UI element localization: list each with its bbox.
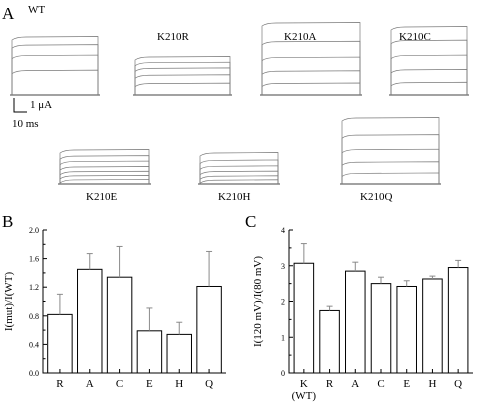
category-label: A	[86, 378, 94, 390]
category-label: A	[351, 378, 359, 390]
bar-c	[106, 276, 133, 374]
category-label: C	[377, 378, 384, 390]
current-trace	[390, 39, 468, 95]
scale-bar-current-label: 1 μA	[30, 99, 52, 111]
y-tick-label: 0.8	[29, 312, 39, 321]
current-trace	[11, 36, 99, 95]
trace-family-k210q: K210Q	[340, 117, 441, 203]
trace-label: K210C	[399, 31, 431, 43]
current-trace	[11, 54, 99, 95]
current-traces-group: WT K210R K210A K210C K210E K210H K210Q	[10, 4, 469, 203]
current-trace	[59, 170, 150, 184]
trace-family-k210h: K210H	[198, 152, 280, 203]
current-trace	[261, 40, 361, 95]
category-label: C	[116, 378, 123, 390]
y-tick-label: 0.0	[29, 369, 39, 378]
current-trace	[11, 69, 99, 95]
bar-k	[293, 262, 315, 374]
current-trace	[261, 56, 361, 95]
trace-label: K210Q	[360, 191, 392, 203]
current-trace	[199, 170, 279, 184]
bar-e	[396, 285, 417, 374]
scale-bar-lines	[13, 98, 27, 113]
bar-r	[319, 309, 340, 374]
trace-family-k210e: K210E	[58, 149, 151, 203]
bar-a	[345, 270, 366, 374]
bar-r	[47, 313, 73, 374]
category-label: Q	[454, 378, 462, 390]
y-tick-label: 1	[281, 333, 285, 342]
current-trace	[134, 61, 231, 95]
category-label: E	[146, 378, 153, 390]
current-trace	[199, 152, 279, 184]
category-label: R	[326, 378, 334, 390]
bar-c	[370, 283, 392, 374]
current-trace	[341, 134, 440, 184]
current-trace	[341, 172, 440, 184]
y-axis-label: I(120 mV)/I(80 mV)	[252, 256, 264, 347]
current-trace	[59, 149, 150, 184]
y-tick-label: 0.4	[29, 340, 39, 349]
current-trace	[390, 54, 468, 95]
trace-label: K210H	[218, 191, 250, 203]
current-trace	[134, 82, 231, 95]
y-tick-label: 1.6	[29, 255, 39, 264]
trace-label: K210R	[157, 31, 189, 43]
y-tick-label: 4	[281, 226, 285, 235]
current-trace	[134, 67, 231, 95]
panel-b-letter: B	[2, 212, 13, 231]
y-axis-label: I(mut)/I(WT)	[3, 272, 15, 332]
category-label: R	[56, 378, 64, 390]
y-tick-label: 1.2	[29, 283, 39, 292]
bar-a	[77, 268, 103, 374]
y-tick-label: 2.0	[29, 226, 39, 235]
current-trace	[390, 81, 468, 95]
category-label: H	[428, 378, 436, 390]
current-trace	[11, 44, 99, 95]
category-label: Q	[205, 378, 213, 390]
trace-label: WT	[28, 4, 45, 16]
trace-family-wt: WT	[10, 4, 100, 96]
trace-family-k210c: K210C	[389, 26, 469, 96]
bar-q	[447, 267, 469, 374]
current-trace	[134, 74, 231, 95]
panel-c-letter: C	[245, 212, 256, 231]
current-trace	[199, 179, 279, 184]
y-tick-label: 2	[281, 298, 285, 307]
trace-label: K210E	[86, 191, 117, 203]
scale-bar-time-label: 10 ms	[12, 118, 39, 130]
category-sublabel: (WT)	[292, 390, 317, 402]
current-trace	[59, 179, 150, 184]
category-label: E	[403, 378, 410, 390]
current-trace	[59, 160, 150, 184]
current-trace	[390, 26, 468, 95]
current-trace	[134, 56, 231, 95]
trace-family-k210a: K210A	[260, 22, 362, 96]
current-trace	[199, 165, 279, 184]
trace-label: K210A	[284, 31, 316, 43]
chart-b: 0.0 0.4 0.8 1.2 1.6 2.0 I(mut)/I(WT) R A C E H Q	[3, 226, 226, 390]
current-trace	[341, 117, 440, 184]
bar-e	[136, 330, 163, 374]
category-label: H	[175, 378, 183, 390]
current-trace	[261, 22, 361, 95]
y-tick-label: 3	[281, 262, 285, 271]
current-trace	[261, 82, 361, 95]
bar-h	[166, 333, 192, 374]
current-trace	[341, 148, 440, 184]
chart-c: 0 1 2 3 4 I(120 mV)/I(80 mV) K(WT) R A C E H Q	[252, 226, 473, 402]
bar-h	[422, 278, 443, 374]
bar-q	[196, 285, 222, 374]
y-tick-label: 0	[281, 369, 285, 378]
panel-a-letter: A	[2, 4, 15, 23]
category-label: K	[300, 378, 308, 390]
trace-family-k210r: K210R	[133, 31, 232, 96]
scale-bar: 1 μA 10 ms	[12, 98, 52, 130]
